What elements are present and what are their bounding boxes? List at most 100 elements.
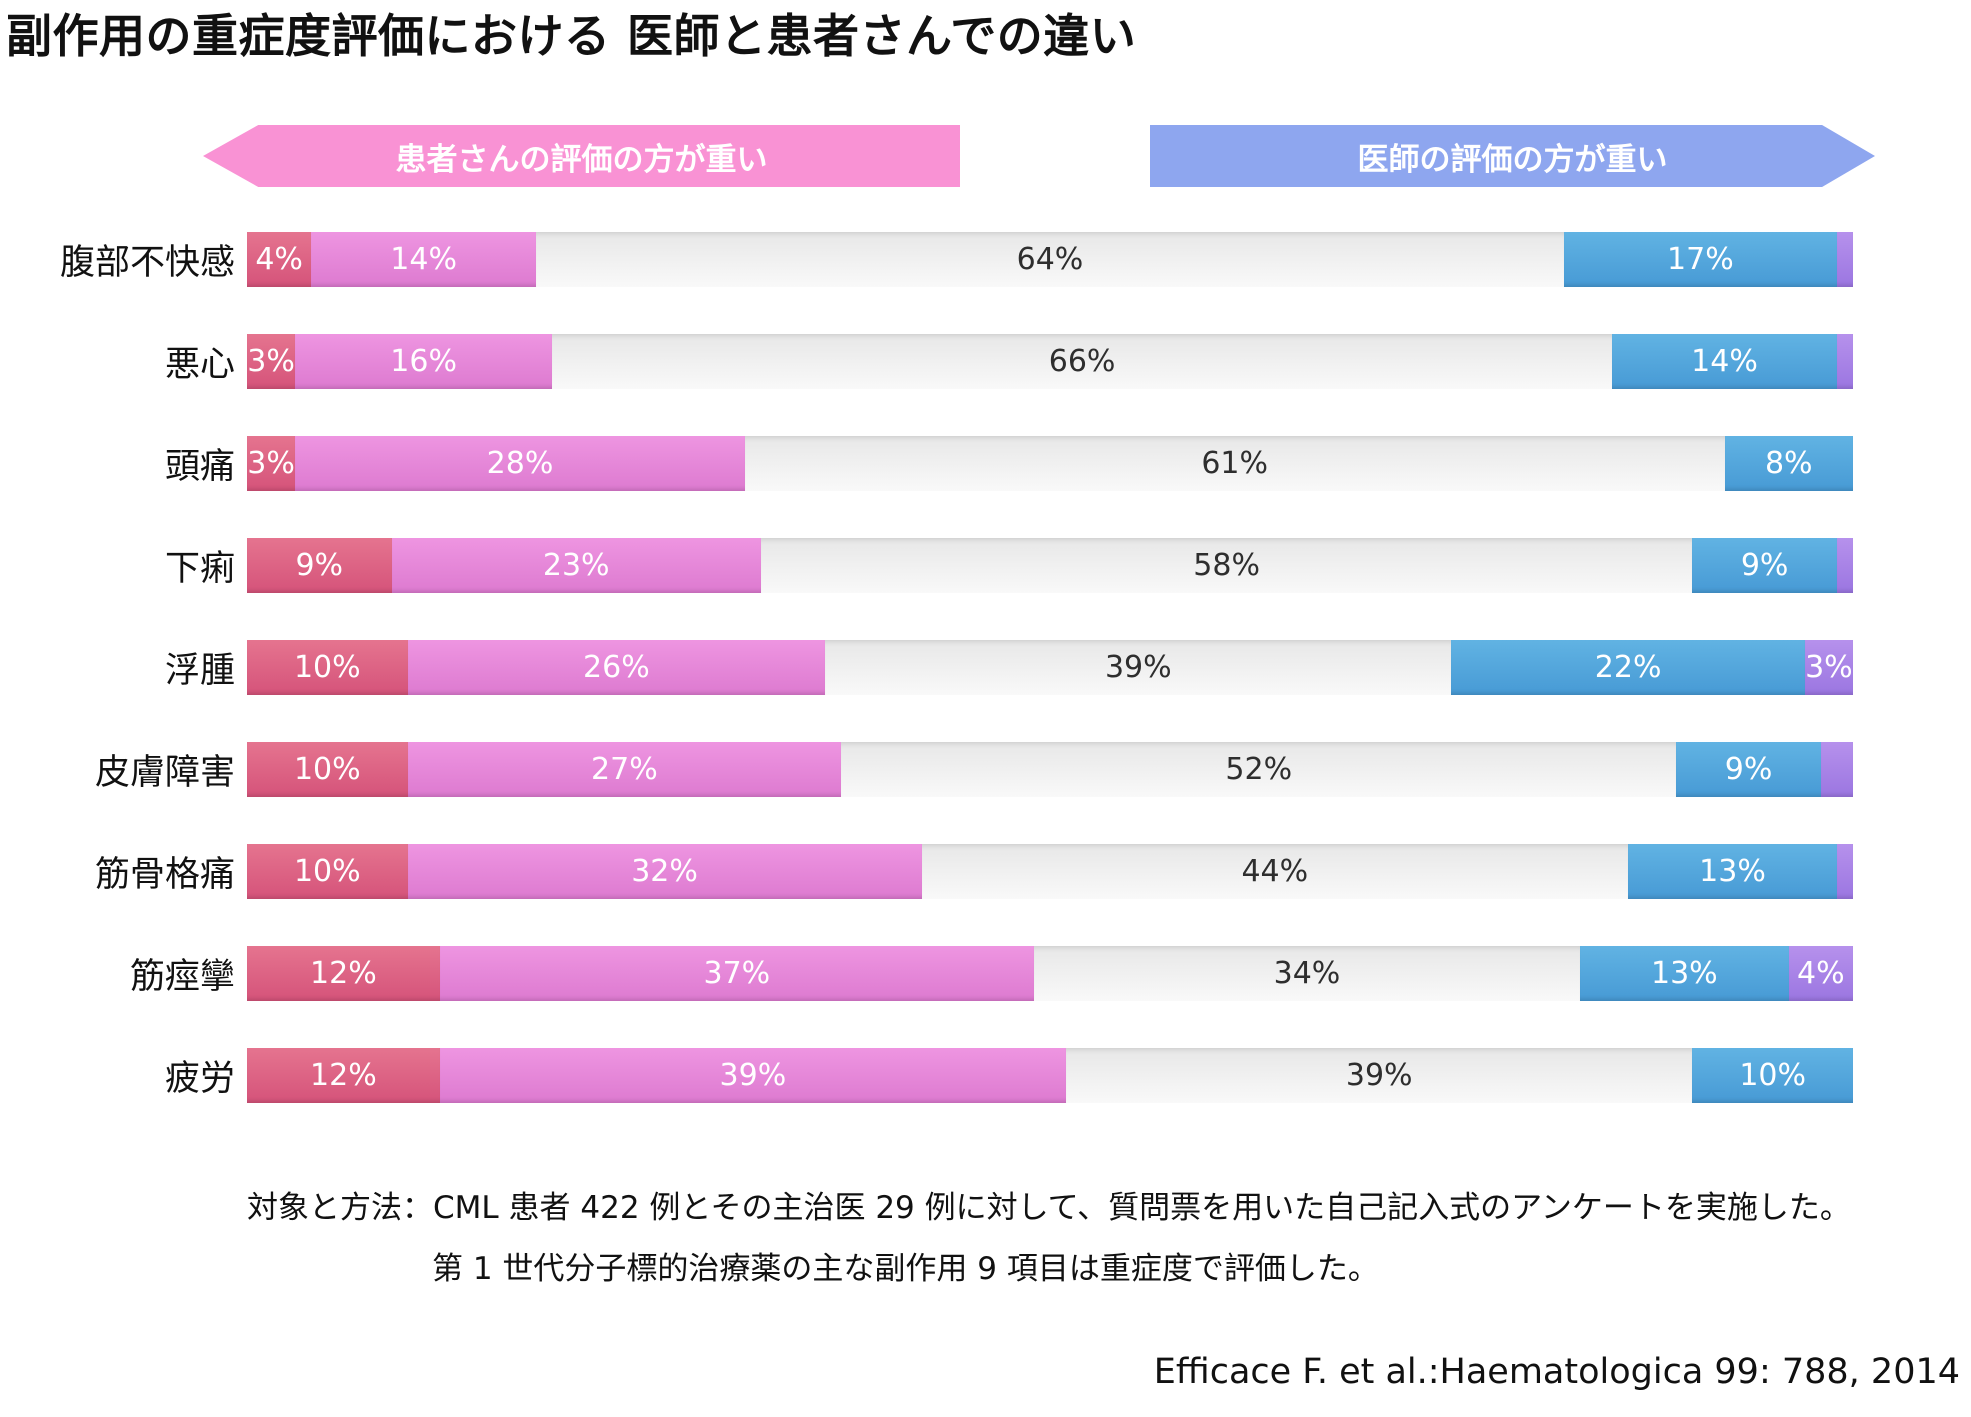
segment-value-label: 10% bbox=[293, 854, 361, 889]
segment-value-label: 37% bbox=[703, 956, 771, 991]
chart-row: 頭痛 3% 28% 61% 8% bbox=[0, 436, 1853, 491]
category-label: 疲労 bbox=[164, 1059, 235, 1099]
stacked-bar: 12% 39% 39% 10% bbox=[247, 1048, 1853, 1103]
doctor-segment: 17% bbox=[1563, 232, 1837, 287]
doctor-strong-segment bbox=[1836, 334, 1853, 389]
segment-value-label: 14% bbox=[390, 242, 457, 277]
doctor-segment: 10% bbox=[1692, 1048, 1853, 1103]
stacked-bar: 4% 14% 64% 17% bbox=[247, 232, 1853, 287]
segment-value-label: 32% bbox=[631, 854, 698, 889]
segment-value-label: 9% bbox=[1724, 752, 1773, 787]
segment-value-label: 61% bbox=[1201, 446, 1269, 481]
doctor-strong-segment: 3% bbox=[1804, 640, 1853, 695]
doctor-segment: 14% bbox=[1612, 334, 1837, 389]
segment-value-label: 9% bbox=[295, 548, 344, 583]
patient-segment: 16% bbox=[295, 334, 553, 389]
segment-value-label: 22% bbox=[1594, 650, 1662, 685]
stacked-bar: 10% 26% 39% 22% 3% bbox=[247, 640, 1853, 695]
doctor-strong-segment bbox=[1836, 844, 1853, 899]
segment-value-label: 52% bbox=[1225, 752, 1293, 787]
segment-value-label: 28% bbox=[486, 446, 554, 481]
segment-value-label: 44% bbox=[1241, 854, 1309, 889]
segment-value-label: 4% bbox=[255, 242, 303, 277]
segment-value-label: 17% bbox=[1667, 242, 1734, 277]
doctor-segment: 13% bbox=[1579, 946, 1789, 1001]
patient-strong-segment: 12% bbox=[247, 1048, 440, 1103]
category-label: 浮腫 bbox=[164, 651, 235, 691]
doctor-strong-segment bbox=[1820, 742, 1853, 797]
patient-strong-segment: 10% bbox=[247, 844, 408, 899]
neutral-segment: 64% bbox=[536, 232, 1564, 287]
doctor-segment: 22% bbox=[1451, 640, 1805, 695]
doctor-segment: 13% bbox=[1628, 844, 1837, 899]
segment-value-label: 39% bbox=[1104, 650, 1172, 685]
patient-segment: 37% bbox=[439, 946, 1034, 1001]
doctor-arrow-label: 医師の評価の方が重い bbox=[1357, 141, 1668, 178]
segment-value-label: 13% bbox=[1699, 854, 1766, 889]
segment-value-label: 10% bbox=[1739, 1058, 1807, 1093]
chart-row: 腹部不快感 4% 14% 64% 17% bbox=[0, 232, 1853, 287]
doctor-strong-segment bbox=[1836, 538, 1853, 593]
stacked-bar: 9% 23% 58% 9% bbox=[247, 538, 1853, 593]
segment-value-label: 8% bbox=[1764, 446, 1813, 481]
segment-value-label: 66% bbox=[1048, 344, 1116, 379]
category-label: 下痢 bbox=[164, 549, 235, 589]
patient-strong-segment: 10% bbox=[247, 640, 408, 695]
chart-row: 下痢 9% 23% 58% 9% bbox=[0, 538, 1853, 593]
segment-value-label: 10% bbox=[293, 650, 361, 685]
neutral-segment: 39% bbox=[825, 640, 1452, 695]
segment-value-label: 3% bbox=[1805, 650, 1853, 685]
doctor-segment: 9% bbox=[1692, 538, 1837, 593]
stacked-bar: 12% 37% 34% 13% 4% bbox=[247, 946, 1853, 1001]
segment-value-label: 26% bbox=[583, 650, 650, 685]
segment-value-label: 12% bbox=[310, 1058, 377, 1093]
patient-arrow-banner: 患者さんの評価の方が重い bbox=[203, 125, 960, 187]
patient-segment: 39% bbox=[439, 1048, 1067, 1103]
segment-value-label: 14% bbox=[1691, 344, 1758, 379]
doctor-segment: 9% bbox=[1676, 742, 1821, 797]
patient-strong-segment: 3% bbox=[247, 334, 296, 389]
patient-arrow-label: 患者さんの評価の方が重い bbox=[395, 141, 768, 178]
neutral-segment: 61% bbox=[744, 436, 1725, 491]
segment-value-label: 16% bbox=[390, 344, 457, 379]
chart-row: 筋痙攣 12% 37% 34% 13% 4% bbox=[0, 946, 1853, 1001]
category-label: 皮膚障害 bbox=[94, 753, 235, 793]
patient-segment: 32% bbox=[407, 844, 922, 899]
segment-value-label: 13% bbox=[1651, 956, 1718, 991]
patient-strong-segment: 3% bbox=[247, 436, 296, 491]
category-label: 悪心 bbox=[164, 345, 235, 385]
segment-value-label: 3% bbox=[247, 344, 295, 379]
doctor-arrow-banner: 医師の評価の方が重い bbox=[1150, 125, 1875, 187]
chart-row: 浮腫 10% 26% 39% 22% 3% bbox=[0, 640, 1853, 695]
patient-segment: 14% bbox=[311, 232, 537, 287]
footnote-line-1: 対象と方法：CML 患者 422 例とその主治医 29 例に対して、質問票を用い… bbox=[247, 1190, 1851, 1226]
chart-row: 悪心 3% 16% 66% 14% bbox=[0, 334, 1853, 389]
segment-value-label: 3% bbox=[247, 446, 295, 481]
patient-segment: 26% bbox=[407, 640, 826, 695]
segment-value-label: 39% bbox=[1345, 1058, 1413, 1093]
category-label: 頭痛 bbox=[164, 447, 235, 487]
neutral-segment: 39% bbox=[1066, 1048, 1693, 1103]
stacked-bar-chart: 腹部不快感 4% 14% 64% 17% 悪心 3% 16% 66% 14% 頭痛 3% 28% 61% 8… bbox=[0, 232, 1853, 1150]
segment-value-label: 64% bbox=[1016, 242, 1084, 277]
patient-strong-segment: 9% bbox=[247, 538, 392, 593]
neutral-segment: 58% bbox=[760, 538, 1693, 593]
category-label: 腹部不快感 bbox=[59, 243, 235, 283]
methods-footnote: 対象と方法：CML 患者 422 例とその主治医 29 例に対して、質問票を用い… bbox=[247, 1178, 1851, 1301]
page-title: 副作用の重症度評価における 医師と患者さんでの違い bbox=[6, 9, 1137, 63]
chart-row: 皮膚障害 10% 27% 52% 9% bbox=[0, 742, 1853, 797]
patient-strong-segment: 12% bbox=[247, 946, 440, 1001]
doctor-strong-segment bbox=[1836, 232, 1853, 287]
stacked-bar: 10% 27% 52% 9% bbox=[247, 742, 1853, 797]
neutral-segment: 34% bbox=[1033, 946, 1580, 1001]
stacked-bar: 3% 28% 61% 8% bbox=[247, 436, 1853, 491]
neutral-segment: 66% bbox=[552, 334, 1613, 389]
footnote-line-2: 第 1 世代分子標的治療薬の主な副作用 9 項目は重症度で評価した。 bbox=[432, 1251, 1379, 1288]
patient-strong-segment: 4% bbox=[247, 232, 312, 287]
patient-strong-segment: 10% bbox=[247, 742, 408, 797]
stacked-bar: 10% 32% 44% 13% bbox=[247, 844, 1853, 899]
category-label: 筋骨格痛 bbox=[94, 855, 235, 895]
doctor-strong-segment: 4% bbox=[1788, 946, 1853, 1001]
category-label: 筋痙攣 bbox=[129, 957, 235, 997]
